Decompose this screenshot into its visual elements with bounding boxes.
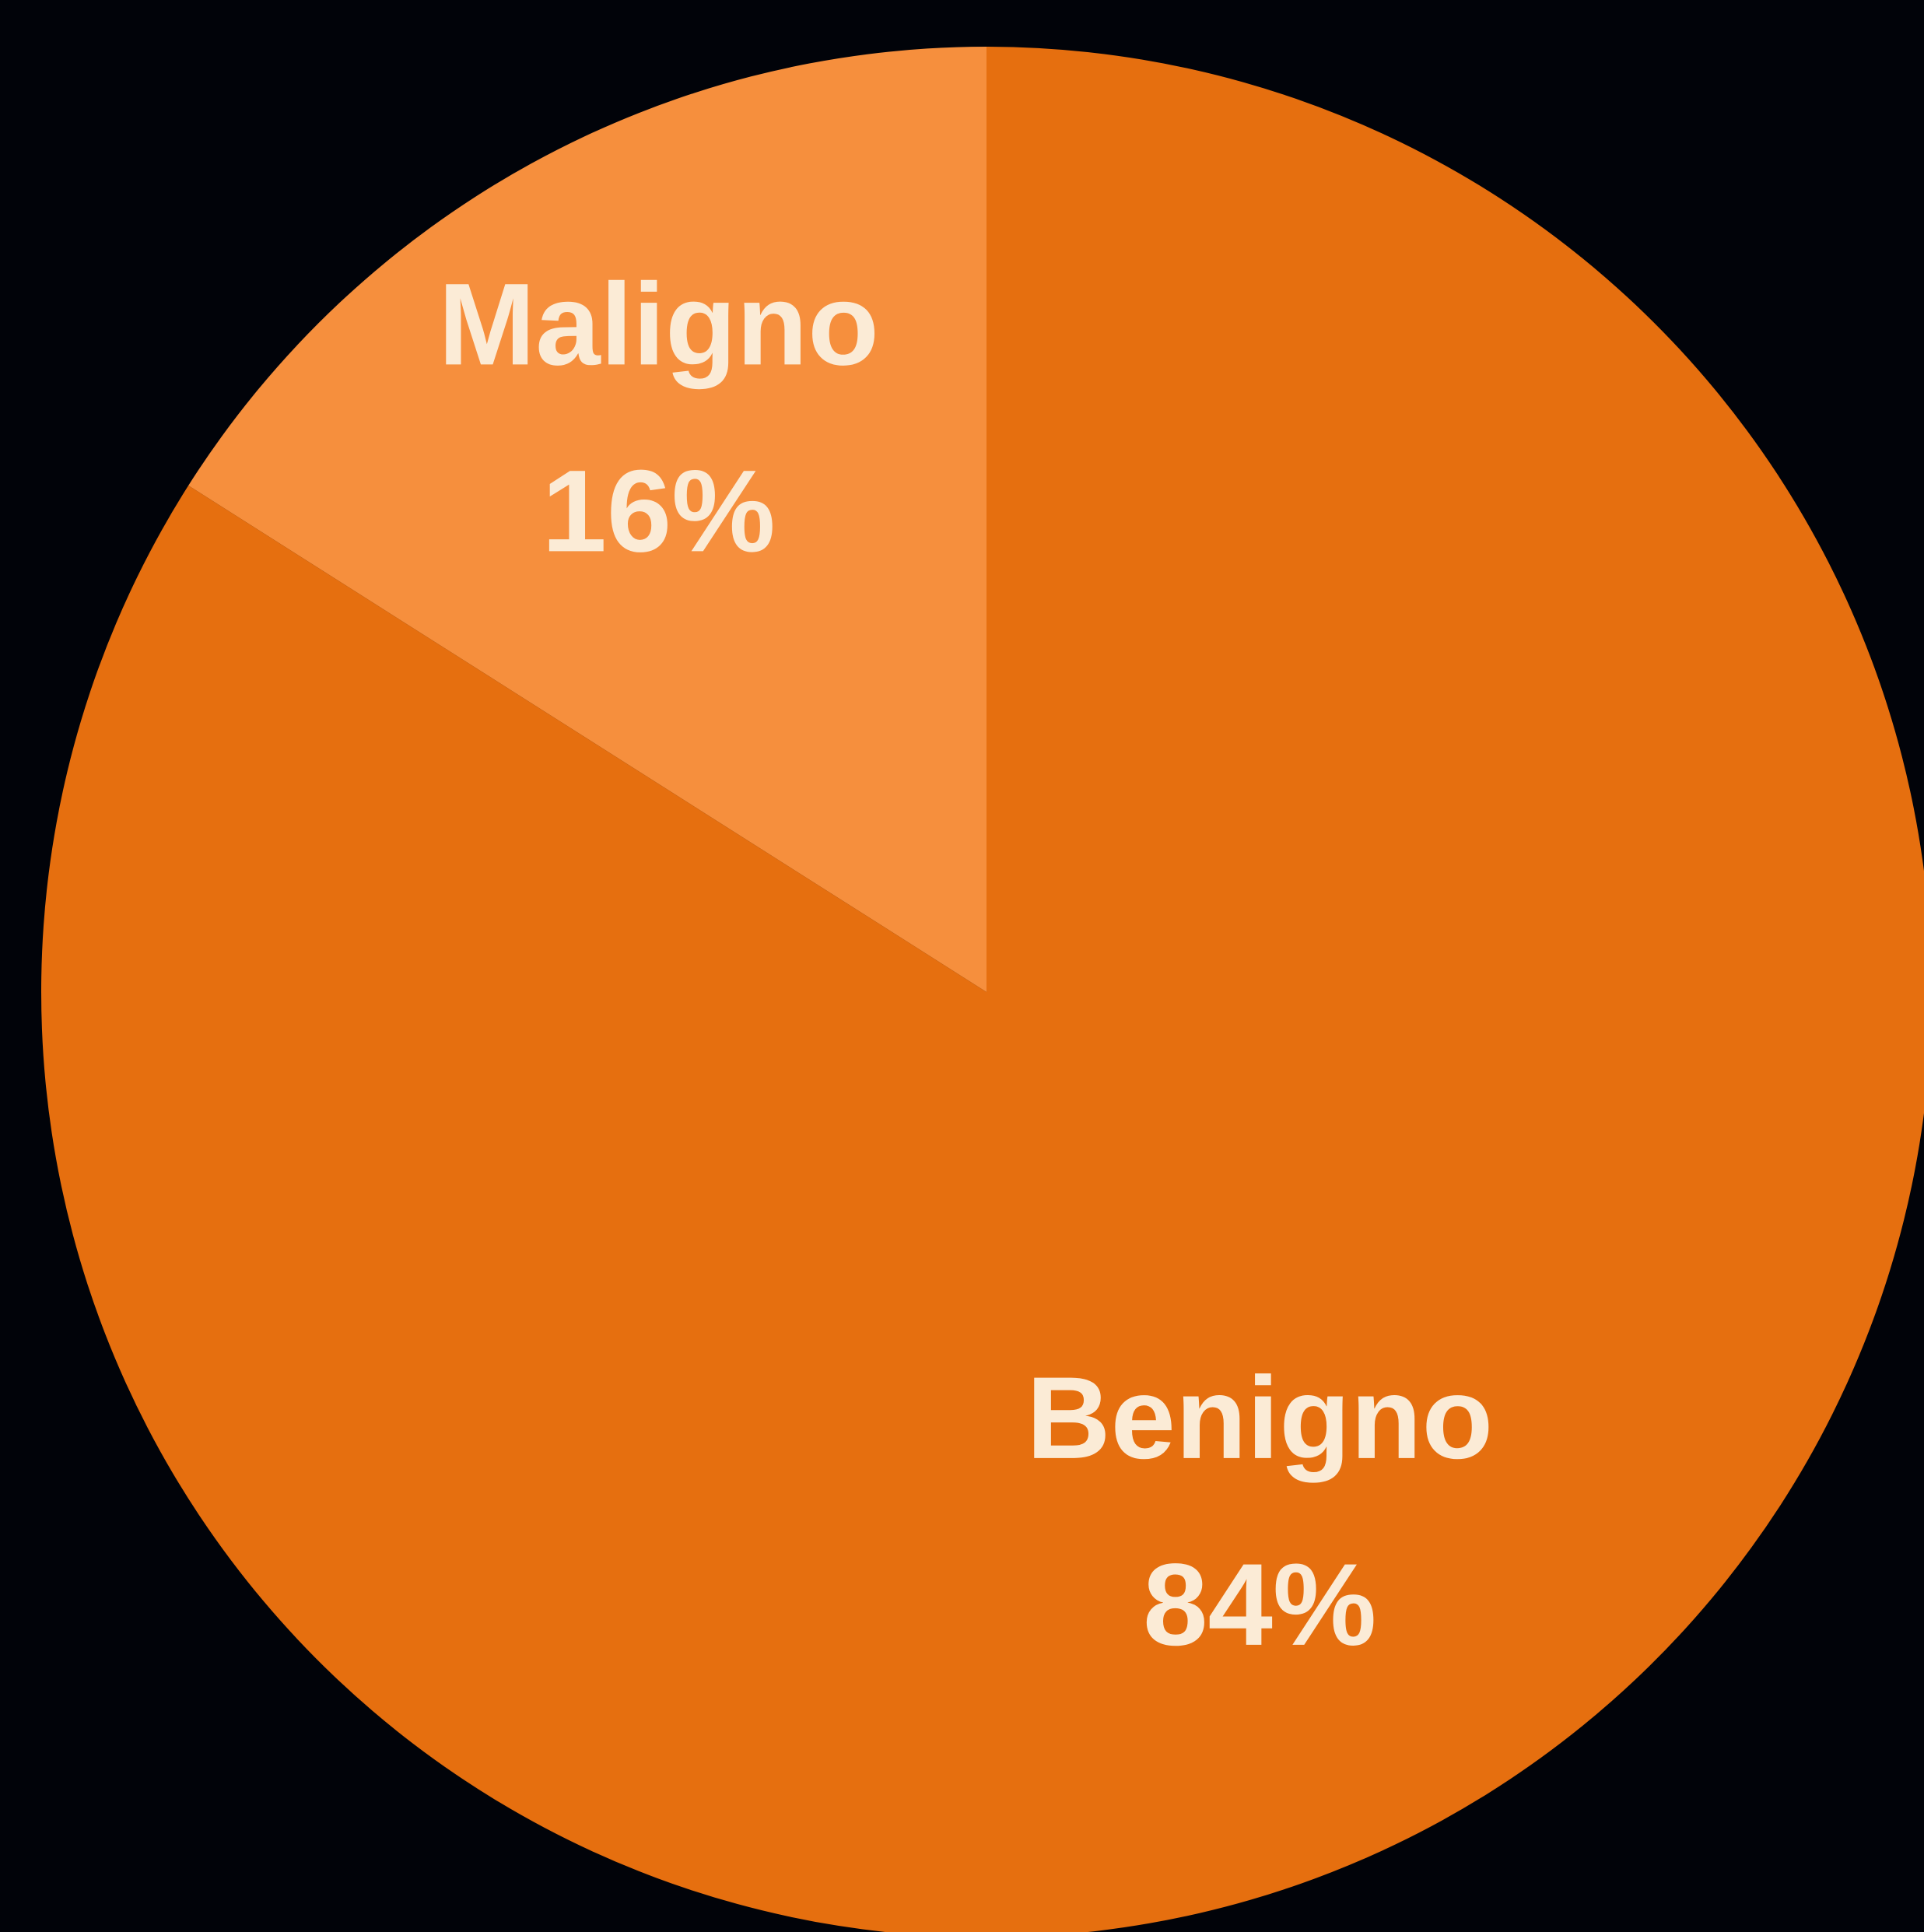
- slice-category-label: Maligno: [438, 258, 879, 389]
- pie-slice-maligno: [188, 47, 987, 992]
- slice-category-label: Benigno: [1026, 1352, 1493, 1483]
- pie-slices: [41, 47, 1924, 1932]
- slice-percent-label: 16%: [541, 445, 775, 576]
- slice-percent-label: 84%: [1143, 1539, 1376, 1670]
- pie-labels: Maligno 16% Benigno 84%: [438, 258, 1493, 1669]
- pie-slice-benigno: [41, 47, 1924, 1932]
